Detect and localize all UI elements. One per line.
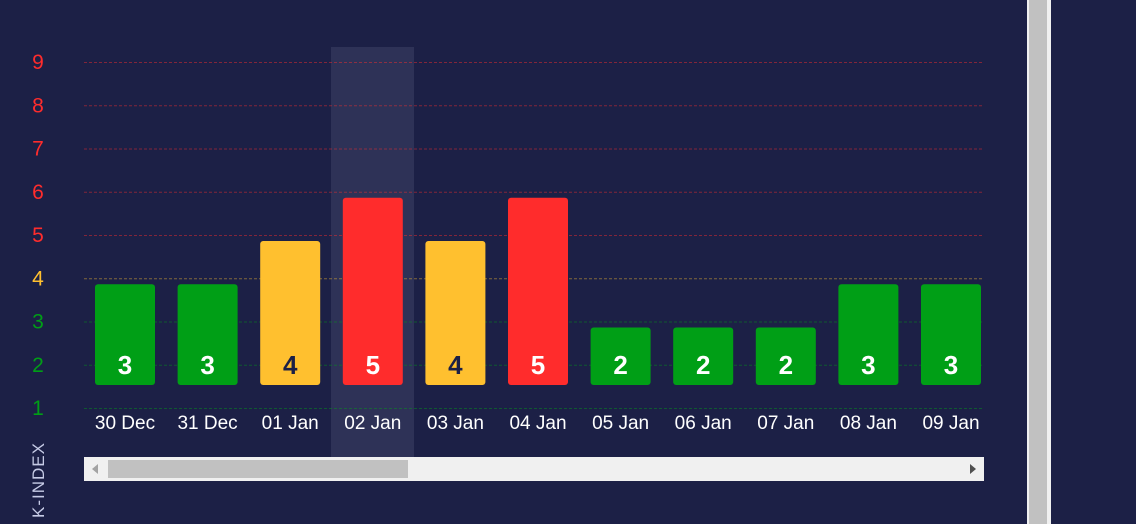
bar-group[interactable]: 3 [177,284,238,385]
bar[interactable] [673,327,734,386]
bar-group[interactable]: 2 [755,327,816,386]
x-tick-label: 02 Jan [344,413,401,434]
y-tick-label: 8 [32,94,44,117]
bar-value-label: 2 [779,350,793,380]
x-tick-label: 05 Jan [592,413,649,434]
bar-group[interactable]: 5 [342,197,403,385]
y-tick-label: 4 [32,267,44,290]
bar-value-label: 2 [613,350,627,380]
bar-group[interactable]: 4 [260,241,321,385]
vertical-scrollbar[interactable] [1027,0,1051,524]
bar-value-label: 3 [861,350,875,380]
bar-group[interactable]: 3 [95,284,155,385]
scroll-left-arrow-icon[interactable] [84,457,106,481]
bar-group[interactable]: 3 [838,284,899,385]
bar-group[interactable]: 3 [921,284,981,385]
bar[interactable] [921,284,981,385]
y-axis-label: K-INDEX [29,442,48,518]
x-tick-label: 04 Jan [509,413,566,434]
x-tick-label: 01 Jan [262,413,319,434]
vertical-scroll-thumb[interactable] [1029,0,1047,524]
y-tick-label: 1 [32,397,44,420]
horizontal-scrollbar[interactable] [84,457,984,481]
bar[interactable] [260,241,321,385]
bar-value-label: 5 [531,350,545,380]
x-tick-label: 03 Jan [427,413,484,434]
bars: 3 3 4 5 4 5 2 2 2 3 3 [95,197,981,386]
bar-group[interactable]: 5 [508,197,568,385]
bar-value-label: 3 [118,350,132,380]
x-tick-label: 07 Jan [757,413,814,434]
x-tick-label: 31 Dec [177,413,237,434]
bar-group[interactable]: 4 [425,241,486,385]
bar[interactable] [508,197,568,385]
bar-group[interactable]: 2 [673,327,734,386]
y-tick-label: 9 [32,51,44,74]
bar[interactable] [342,197,403,385]
bar[interactable] [95,284,155,385]
bar-value-label: 4 [448,350,463,380]
horizontal-scroll-thumb[interactable] [108,460,408,478]
x-tick-label: 30 Dec [95,413,155,434]
bar-value-label: 2 [696,350,710,380]
bar[interactable] [838,284,899,385]
bar-value-label: 3 [944,350,958,380]
x-axis-ticks: 30 Dec 31 Dec 01 Jan 02 Jan 03 Jan 04 Jan 05 J… [95,413,980,434]
scroll-right-arrow-icon[interactable] [962,457,984,481]
x-tick-label: 09 Jan [922,413,979,434]
y-tick-label: 2 [32,354,44,377]
bar[interactable] [755,327,816,386]
bar[interactable] [590,327,651,386]
bar-group[interactable]: 2 [590,327,651,386]
x-tick-label: 08 Jan [840,413,897,434]
x-tick-label: 06 Jan [675,413,732,434]
y-tick-label: 5 [32,224,44,247]
y-tick-label: 3 [32,311,44,334]
bar-value-label: 4 [283,350,298,380]
bar[interactable] [425,241,486,385]
bar-value-label: 5 [366,350,380,380]
y-tick-label: 6 [32,181,44,204]
bar-value-label: 3 [200,350,214,380]
y-axis-ticks: 1 2 3 4 5 6 7 8 9 [32,51,44,420]
y-tick-label: 7 [32,138,44,161]
bar[interactable] [177,284,238,385]
